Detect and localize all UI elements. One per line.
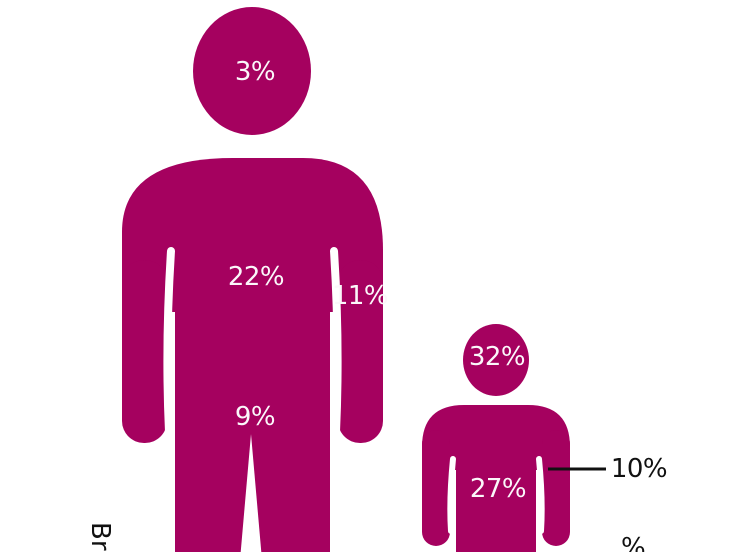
- adult-legs-label: 9%: [234, 402, 276, 432]
- adult-right-arm-gap: [330, 247, 342, 436]
- adult-head-label: 3%: [234, 57, 276, 87]
- adult-left-arm-shape: [122, 260, 167, 443]
- adult-left-arm-gap: [163, 247, 175, 436]
- child-head-label: 32%: [468, 342, 526, 372]
- child-arm-label: 10%: [610, 454, 668, 484]
- child-right-arm-shape: [542, 430, 570, 546]
- adult-right-arm-shape: [338, 260, 383, 443]
- adult-leg-split: [240, 434, 262, 552]
- child-torso-label: 27%: [469, 474, 527, 504]
- rotated-axis-text: Br: [85, 522, 115, 551]
- cropped-percent-label: %: [621, 533, 646, 552]
- adult-torso-label: 22%: [227, 262, 285, 292]
- adult-arm-label: 11%: [331, 281, 389, 311]
- adult-figure: [122, 7, 383, 552]
- child-head-shape: [463, 324, 529, 396]
- child-torso-legs-shape: [456, 440, 536, 552]
- child-left-arm-shape: [422, 430, 450, 546]
- child-left-arm-gap: [447, 456, 456, 534]
- child-figure: [422, 324, 570, 552]
- adult-head-shape: [193, 7, 311, 135]
- child-right-arm-gap: [536, 456, 545, 534]
- adult-shoulders-shape: [122, 158, 383, 312]
